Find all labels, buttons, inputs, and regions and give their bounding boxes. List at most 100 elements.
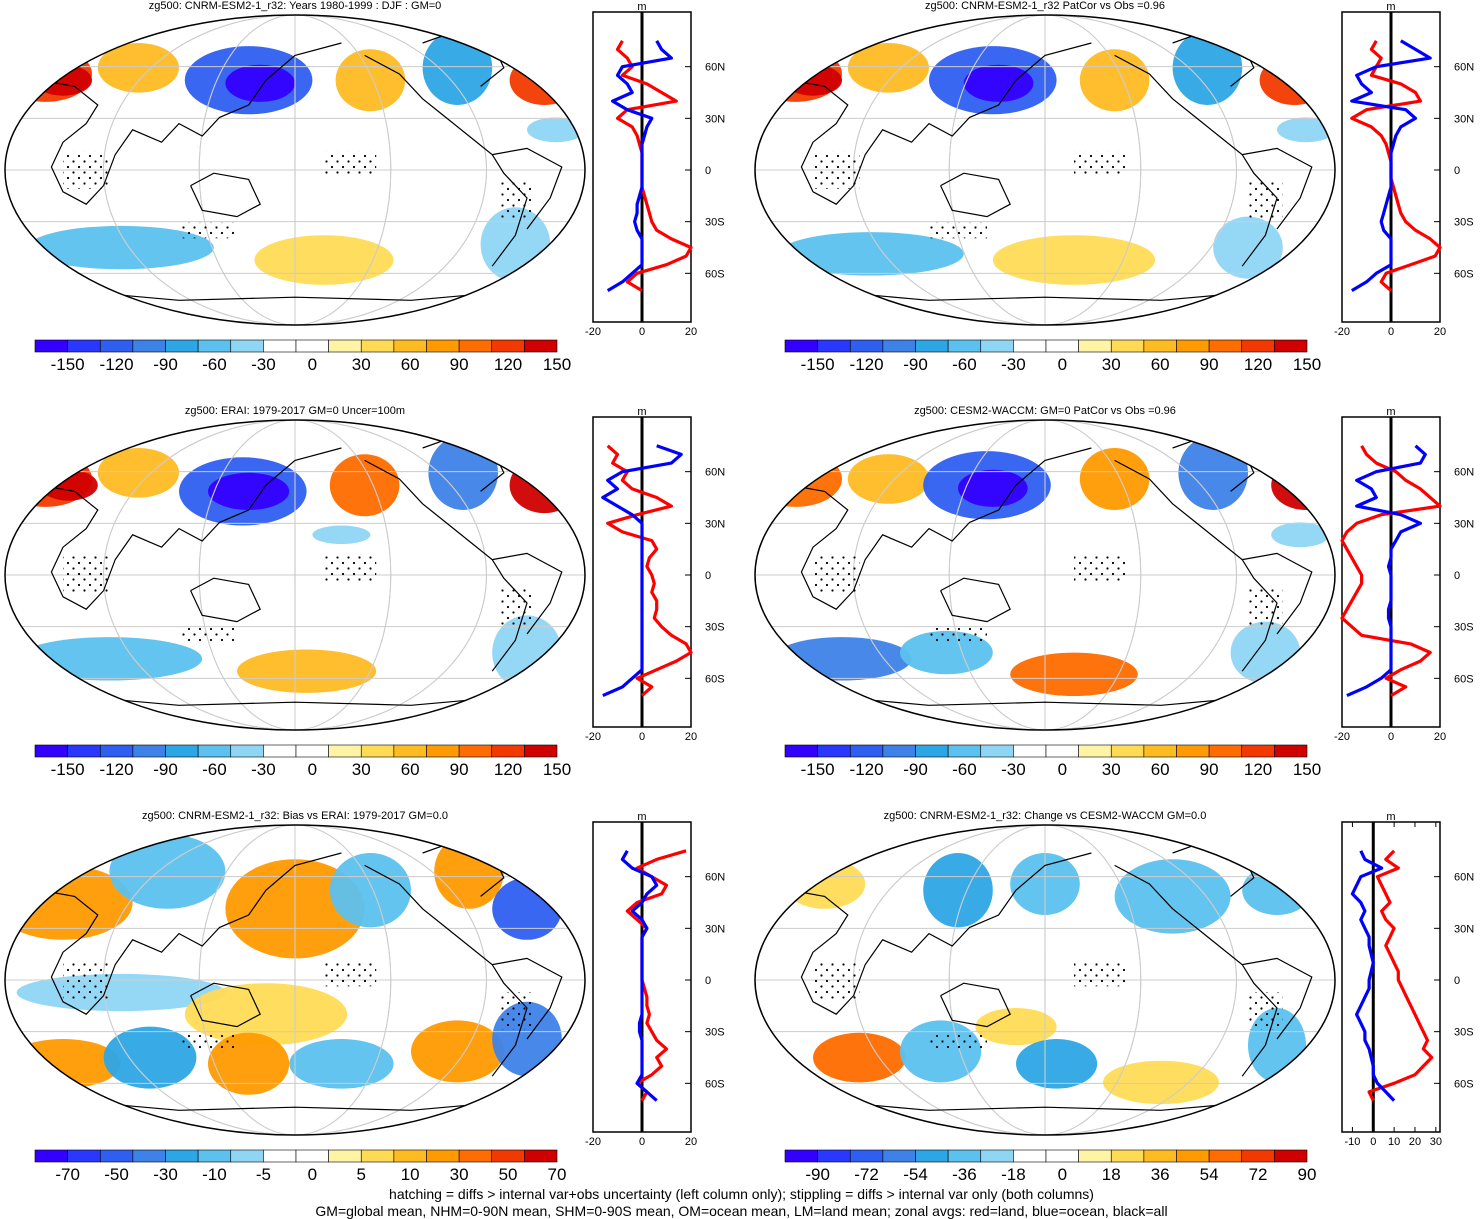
colorbar-tick-label: 0 bbox=[308, 355, 317, 374]
colorbar-tick-label: -120 bbox=[100, 760, 134, 779]
zonal-units-label: m bbox=[1386, 811, 1395, 823]
colorbar-swatch bbox=[361, 745, 394, 757]
anomaly-region bbox=[510, 55, 580, 105]
colorbar-tick-label: -90 bbox=[153, 760, 178, 779]
zonal-lat-label: 0 bbox=[1454, 165, 1460, 177]
colorbar-tick-label: -150 bbox=[801, 760, 835, 779]
stippling bbox=[1074, 152, 1126, 177]
colorbar-swatch bbox=[1111, 340, 1144, 352]
colorbar-swatch bbox=[916, 745, 949, 757]
colorbar-swatch bbox=[1046, 745, 1079, 757]
anomaly-region bbox=[813, 1033, 906, 1083]
zonal-lat-label: 30N bbox=[705, 518, 725, 530]
colorbar-tick-label: 0 bbox=[1058, 760, 1067, 779]
zonal-x-tick-label: 0 bbox=[1370, 1136, 1376, 1148]
anomaly-region bbox=[1103, 1061, 1219, 1104]
colorbar-tick-label: 60 bbox=[401, 355, 420, 374]
stippling bbox=[179, 223, 237, 239]
colorbar-swatch bbox=[916, 340, 949, 352]
zonal-x-tick-label: -20 bbox=[1334, 326, 1350, 338]
colorbar-swatch bbox=[1013, 745, 1046, 757]
colorbar-tick-label: -54 bbox=[903, 1165, 928, 1184]
zonal-lat-label: 30S bbox=[1454, 217, 1474, 229]
zonal-x-tick-label: 20 bbox=[1434, 326, 1446, 338]
colorbar-swatch bbox=[198, 1150, 231, 1162]
colorbar-tick-label: 60 bbox=[401, 760, 420, 779]
colorbar-swatch bbox=[785, 340, 818, 352]
colorbar-swatch bbox=[1013, 1150, 1046, 1162]
colorbar-swatch bbox=[818, 340, 851, 352]
zonal-lat-label: 60S bbox=[705, 268, 725, 280]
colorbar-tick-label: -120 bbox=[850, 355, 884, 374]
zonal-lat-label: 60N bbox=[705, 467, 725, 479]
panel-6: zg500: CNRM-ESM2-1_r32: Change vs CESM2-… bbox=[755, 810, 1474, 1184]
colorbar-swatch bbox=[100, 745, 133, 757]
colorbar-swatch bbox=[883, 1150, 916, 1162]
colorbar-tick-label: 90 bbox=[1200, 355, 1219, 374]
colorbar-swatch bbox=[1111, 1150, 1144, 1162]
colorbar-tick-label: 18 bbox=[1102, 1165, 1121, 1184]
anomaly-region bbox=[778, 232, 964, 275]
colorbar-tick-label: 72 bbox=[1249, 1165, 1268, 1184]
colorbar-tick-label: 30 bbox=[1102, 760, 1121, 779]
colorbar-swatch bbox=[68, 745, 101, 757]
colorbar-swatch bbox=[524, 1150, 557, 1162]
stippling bbox=[813, 152, 859, 189]
colorbar-swatch bbox=[850, 745, 883, 757]
zonal-x-tick-label: 10 bbox=[1388, 1136, 1400, 1148]
colorbar-tick-label: 0 bbox=[1058, 1165, 1067, 1184]
colorbar-swatch bbox=[981, 340, 1014, 352]
zonal-lat-label: 0 bbox=[705, 165, 711, 177]
colorbar-swatch bbox=[35, 1150, 68, 1162]
colorbar-swatch bbox=[492, 1150, 525, 1162]
colorbar-tick-label: 30 bbox=[352, 355, 371, 374]
zonal-lat-label: 60N bbox=[1454, 62, 1474, 74]
zonal-lat-label: 60S bbox=[705, 1078, 725, 1090]
colorbar-tick-label: 60 bbox=[1151, 760, 1170, 779]
colorbar-tick-label: 0 bbox=[1058, 355, 1067, 374]
stippling bbox=[63, 962, 109, 999]
colorbar-swatch bbox=[818, 745, 851, 757]
colorbar-swatch bbox=[1177, 1150, 1210, 1162]
stippling bbox=[813, 962, 859, 999]
colorbar-swatch bbox=[361, 1150, 394, 1162]
stippling bbox=[813, 557, 859, 594]
zonal-lat-label: 60S bbox=[1454, 268, 1474, 280]
colorbar-swatch bbox=[1209, 340, 1242, 352]
anomaly-region bbox=[749, 451, 842, 507]
zonal-x-tick-label: -20 bbox=[585, 1136, 601, 1148]
colorbar-swatch bbox=[263, 745, 296, 757]
zonal-x-tick-label: 20 bbox=[1434, 731, 1446, 743]
colorbar-swatch bbox=[68, 1150, 101, 1162]
stippling bbox=[1248, 993, 1283, 1030]
stippling bbox=[498, 993, 533, 1030]
colorbar-tick-label: 90 bbox=[450, 355, 469, 374]
stippling bbox=[324, 557, 376, 582]
colorbar-tick-label: -60 bbox=[202, 355, 227, 374]
zonal-lat-label: 30N bbox=[705, 113, 725, 125]
zonal-lat-label: 30N bbox=[705, 923, 725, 935]
stippling bbox=[179, 1033, 237, 1049]
zonal-lat-label: 30S bbox=[705, 1027, 725, 1039]
zonal-x-tick-label: 20 bbox=[685, 1136, 697, 1148]
colorbar-tick-label: 120 bbox=[1244, 355, 1272, 374]
colorbar-swatch bbox=[883, 340, 916, 352]
colorbar-tick-label: -50 bbox=[104, 1165, 129, 1184]
anomaly-region bbox=[289, 1039, 393, 1089]
anomaly-region bbox=[34, 65, 92, 96]
anomaly-region bbox=[330, 853, 411, 927]
stippling bbox=[929, 628, 987, 644]
colorbar-tick-label: 90 bbox=[450, 760, 469, 779]
zonal-units-label: m bbox=[637, 1, 646, 13]
colorbar-swatch bbox=[1144, 340, 1177, 352]
zonal-lat-label: 60N bbox=[705, 872, 725, 884]
colorbar-tick-label: 150 bbox=[543, 760, 571, 779]
zonal-units-label: m bbox=[637, 811, 646, 823]
stippling bbox=[1248, 588, 1283, 625]
colorbar-swatch bbox=[296, 1150, 329, 1162]
colorbar-swatch bbox=[166, 745, 199, 757]
colorbar-swatch bbox=[166, 340, 199, 352]
colorbar-tick-label: 70 bbox=[548, 1165, 567, 1184]
